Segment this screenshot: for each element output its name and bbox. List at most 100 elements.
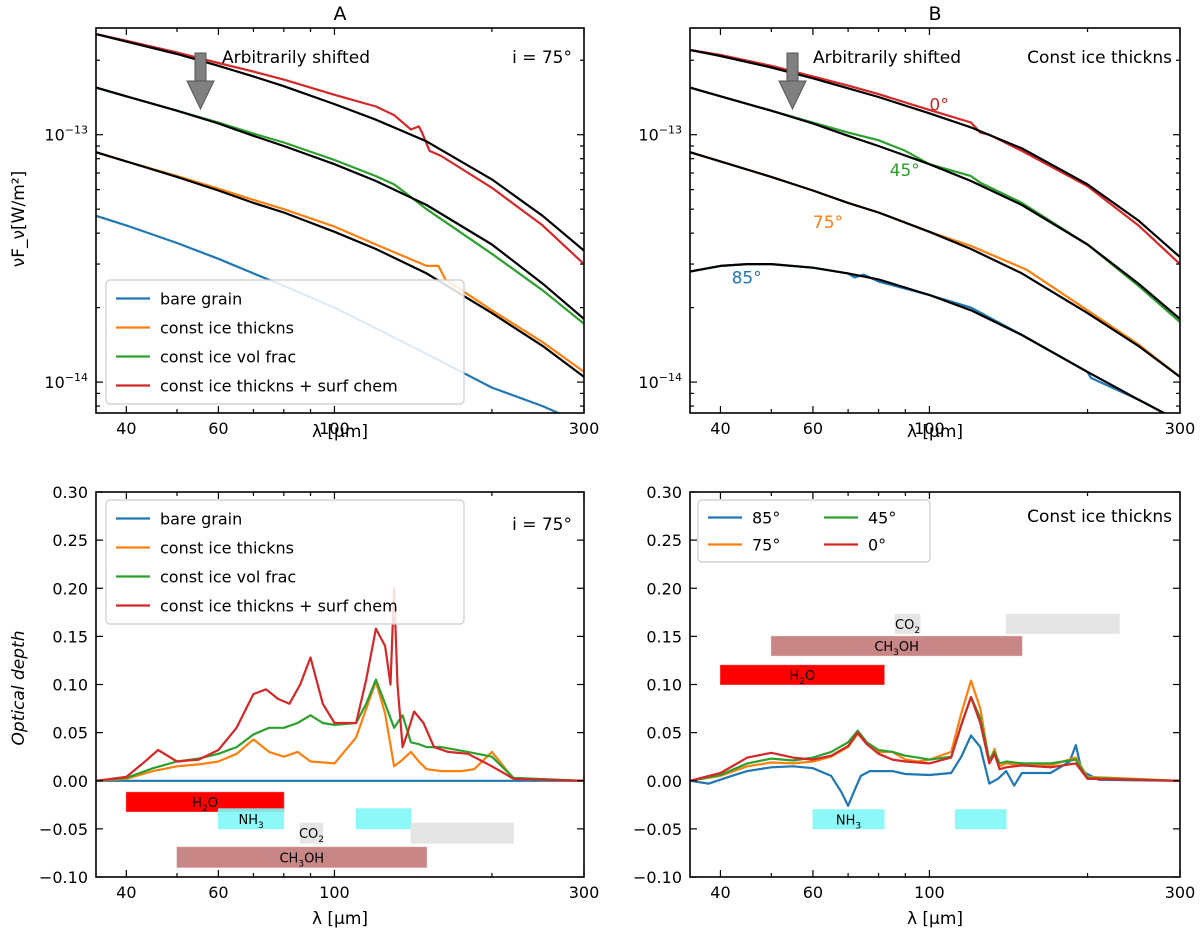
band-unlabeled [410, 822, 515, 844]
y-tick-label: −0.10 [633, 868, 682, 887]
x-tick-label: 40 [116, 419, 136, 438]
band-unlabeled [1005, 613, 1120, 634]
y-tick-label: −0.05 [39, 820, 88, 839]
legend-entry: const ice vol frac [160, 348, 296, 367]
panel-title-b: B [928, 3, 941, 25]
legend-entry: 85° [752, 509, 780, 528]
y-tick-label: 0.20 [52, 579, 88, 598]
band-co2 [299, 822, 324, 844]
x-tick-label: 300 [1165, 419, 1196, 438]
panel-title-a: A [334, 3, 347, 25]
series-line-85- [690, 263, 1167, 413]
x-tick-label: 60 [803, 419, 823, 438]
legend-box [105, 499, 465, 625]
legend-entry: const ice thickns + surf chem [160, 377, 398, 396]
y-tick-label: 10−14 [44, 371, 88, 392]
series-line-0- [690, 695, 1180, 782]
band-label-co2: CO2 [299, 827, 324, 845]
panel-b-bottom: CO2 CH3OH H2O NH3 40 60 100 300 −0.10 −0.05 0.00 0… [633, 483, 1195, 902]
axes-a-bottom: 40 60 100 300 −0.10 −0.05 0.00 0.05 0.10 0.15 0.20… [39, 483, 599, 902]
band-h2o [719, 664, 885, 685]
overlay-a-top: Arbitrarily shifted i = 75° bare grain co… [105, 48, 572, 405]
panel-a-top: 40 60 100 300 10−14 10−13 Arbitrarily shifted… [44, 27, 599, 438]
band-unlabeled [954, 809, 1007, 830]
series-line-const-ice-vol-frac [96, 678, 584, 782]
legend-entry: 75° [752, 536, 780, 555]
y-tick-label: 10−13 [638, 124, 682, 145]
legend-entry: const ice thickns + surf chem [160, 597, 398, 616]
series-line-0- [690, 48, 1180, 265]
x-tick-label: 60 [208, 419, 228, 438]
y-tick-label: −0.05 [633, 820, 682, 839]
curve-label: 0° [929, 96, 948, 116]
band-unlabeled [355, 808, 412, 830]
x-tick-label: 60 [803, 883, 823, 902]
band-label-nh3: NH3 [836, 813, 861, 831]
x-tick-label: 100 [319, 419, 350, 438]
y-tick-label: 10−13 [44, 124, 88, 145]
series-line-85- [690, 734, 1180, 807]
y-label-flux: νF_ν[W/m²] [9, 171, 29, 267]
series-line-model [690, 263, 1167, 413]
y-tick-label: 10−14 [638, 371, 682, 392]
series-line-45- [690, 86, 1180, 323]
legend-entry: 45° [868, 509, 896, 528]
y-tick-label: 0.05 [646, 724, 682, 743]
y-tick-label: −0.10 [39, 868, 88, 887]
panel-b-top: 40 60 100 300 10−14 10−13 Arbitrarily shifted… [638, 27, 1195, 438]
legend-entry: bare grain [160, 510, 242, 529]
curve-label: 75° [813, 213, 843, 233]
series-line-model [96, 151, 584, 378]
x-tick-label: 100 [914, 419, 945, 438]
frame-a-top [95, 27, 585, 414]
y-tick-label: 0.10 [52, 676, 88, 695]
band-co2 [894, 613, 921, 634]
arrow-annotation-a: Arbitrarily shifted [222, 48, 370, 68]
y-tick-label: 0.25 [52, 531, 88, 550]
legend-entry: const ice vol frac [160, 568, 296, 587]
series-line-model [96, 86, 584, 320]
y-tick-label: 0.25 [646, 531, 682, 550]
series-line-model [690, 86, 1180, 320]
note-annotation-b-top: Const ice thickns [1027, 48, 1172, 68]
down-arrow-icon [186, 52, 215, 111]
series-line-const-ice-thickns-surf-chem [96, 587, 584, 782]
x-label-a-bottom: λ [µm] [312, 909, 368, 929]
plot-area-b-bottom: CO2 CH3OH H2O NH3 [690, 613, 1180, 831]
x-tick-label: 300 [1165, 883, 1196, 902]
y-tick-label: 0.05 [52, 724, 88, 743]
overlay-a-bottom: i = 75° bare grain const ice thickns const… [105, 499, 572, 625]
band-label-h2o: H2O [789, 669, 815, 687]
x-label-a-top: λ [µm] [312, 422, 368, 442]
y-tick-label: 0.15 [52, 627, 88, 646]
y-label-optical-depth: Optical depth [9, 631, 29, 746]
series-line-model [96, 33, 584, 252]
x-label-b-top: λ [µm] [907, 422, 963, 442]
y-tick-label: 0.10 [646, 676, 682, 695]
band-label-h2o: H2O [192, 796, 218, 814]
down-arrow-icon [778, 52, 807, 111]
legend-box [105, 279, 465, 405]
panel-a-bottom: H2O NH3 CO2 CH3OH 40 60 100 300 −0.10 −0.05 0.00 0… [39, 483, 599, 902]
arrow-annotation-b: Arbitrarily shifted [813, 48, 961, 68]
legend-entry: bare grain [160, 290, 242, 309]
legend-box [697, 499, 931, 563]
y-tick-label: 0.00 [646, 772, 682, 791]
y-tick-label: 0.20 [646, 579, 682, 598]
band-ch3oh [176, 846, 428, 868]
band-label-co2: CO2 [895, 618, 920, 636]
curve-label: 45° [890, 161, 920, 181]
y-tick-label: 0.30 [646, 483, 682, 502]
inclination-annotation-a-top: i = 75° [512, 48, 572, 68]
axes-b-top: 40 60 100 300 10−14 10−13 [638, 28, 1195, 438]
band-label-ch3oh: CH3OH [279, 851, 324, 869]
x-tick-label: 100 [914, 883, 945, 902]
series-line-75- [690, 679, 1180, 782]
legend-entry: const ice thickns [160, 539, 294, 558]
series-line-model [690, 151, 1180, 378]
x-tick-label: 300 [569, 883, 600, 902]
plot-area-a-bottom: H2O NH3 CO2 CH3OH [96, 587, 584, 869]
frame-b-top [689, 27, 1181, 414]
axes-b-bottom: 40 60 100 300 −0.10 −0.05 0.00 0.05 0.10 0.15 0.20… [633, 483, 1195, 902]
